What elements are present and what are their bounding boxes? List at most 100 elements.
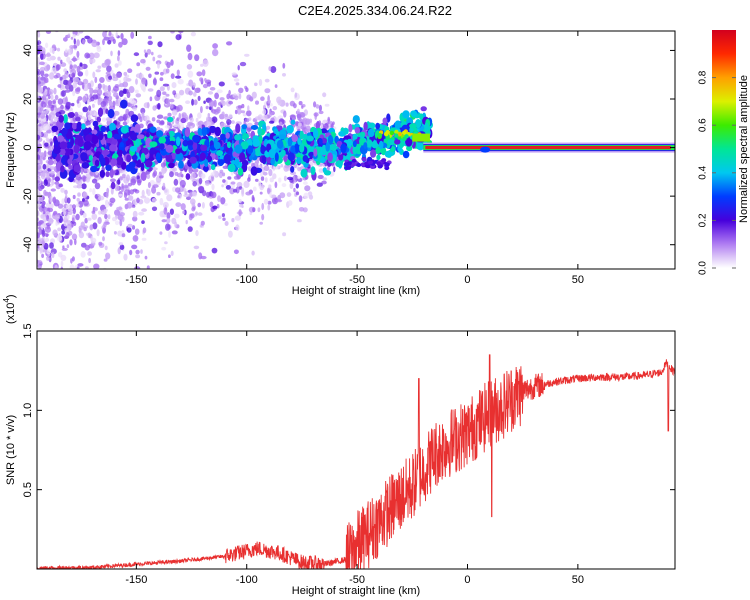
signal-cell bbox=[185, 173, 191, 180]
noise-cell bbox=[102, 23, 107, 30]
noise-cell bbox=[83, 227, 87, 232]
noise-cell bbox=[297, 122, 302, 127]
noise-cell bbox=[200, 220, 205, 226]
y-scale-close: ) bbox=[5, 294, 17, 298]
signal-cell bbox=[363, 142, 368, 149]
noise-cell bbox=[37, 260, 43, 265]
noise-cell bbox=[37, 210, 40, 217]
noise-cell bbox=[264, 78, 270, 83]
signal-cell bbox=[165, 153, 173, 163]
noise-cell bbox=[44, 191, 50, 197]
noise-cell bbox=[211, 247, 218, 254]
noise-cell bbox=[216, 106, 221, 114]
noise-cell bbox=[112, 100, 116, 108]
signal-cell bbox=[296, 157, 302, 164]
signal-cell bbox=[109, 144, 117, 152]
signal-cell bbox=[240, 141, 249, 150]
noise-cell bbox=[167, 112, 172, 117]
noise-cell bbox=[70, 102, 75, 107]
noise-cell bbox=[51, 13, 54, 19]
noise-cell bbox=[168, 254, 171, 258]
noise-cell bbox=[159, 197, 164, 206]
noise-cell bbox=[97, 83, 102, 90]
signal-cell bbox=[313, 148, 318, 157]
signal-cell bbox=[78, 138, 84, 147]
noise-cell bbox=[305, 125, 311, 132]
noise-cell bbox=[184, 191, 188, 195]
noise-cell bbox=[69, 45, 75, 49]
noise-cell bbox=[47, 148, 52, 152]
noise-cell bbox=[237, 198, 242, 204]
noise-cell bbox=[72, 194, 76, 200]
noise-cell bbox=[88, 52, 95, 60]
noise-cell bbox=[197, 185, 205, 192]
signal-cell bbox=[242, 133, 249, 141]
noise-cell bbox=[52, 4, 56, 10]
noise-cell bbox=[41, 47, 46, 55]
signal-cell bbox=[283, 155, 288, 163]
noise-cell bbox=[130, 103, 135, 108]
signal-cell bbox=[424, 122, 429, 132]
noise-cell bbox=[143, 197, 151, 204]
signal-cell bbox=[250, 125, 259, 130]
noise-cell bbox=[130, 178, 136, 186]
noise-cell bbox=[82, 96, 87, 103]
noise-cell bbox=[162, 201, 169, 209]
noise-cell bbox=[41, 201, 46, 206]
signal-cell bbox=[370, 149, 377, 158]
signal-cell bbox=[110, 181, 116, 190]
noise-cell bbox=[67, 48, 73, 56]
noise-cell bbox=[313, 101, 317, 108]
noise-cell bbox=[228, 230, 233, 238]
signal-cell bbox=[306, 135, 314, 142]
noise-cell bbox=[135, 254, 141, 259]
noise-cell bbox=[73, 221, 77, 226]
noise-cell bbox=[207, 91, 214, 95]
noise-cell bbox=[126, 201, 133, 209]
colorbar-scale bbox=[712, 30, 736, 268]
noise-cell bbox=[283, 164, 289, 172]
noise-cell bbox=[56, 47, 61, 52]
noise-cell bbox=[108, 75, 113, 80]
noise-cell bbox=[157, 62, 160, 69]
noise-cell bbox=[96, 318, 99, 323]
noise-cell bbox=[209, 201, 214, 208]
noise-cell bbox=[257, 207, 261, 213]
signal-cell bbox=[290, 119, 296, 125]
noise-cell bbox=[81, 306, 87, 313]
noise-cell bbox=[53, 75, 59, 79]
signal-cell bbox=[158, 136, 166, 144]
signal-cell bbox=[149, 147, 157, 155]
noise-cell bbox=[37, 160, 41, 164]
noise-cell bbox=[210, 191, 217, 199]
noise-cell bbox=[125, 174, 131, 182]
noise-cell bbox=[204, 78, 207, 82]
noise-cell bbox=[93, 52, 100, 59]
noise-cell bbox=[41, 240, 45, 247]
signal-cell bbox=[366, 139, 373, 148]
noise-cell bbox=[247, 177, 251, 182]
noise-cell bbox=[112, 85, 119, 92]
noise-cell bbox=[269, 192, 272, 198]
noise-cell bbox=[38, 273, 43, 279]
noise-cell bbox=[57, 84, 63, 88]
noise-cell bbox=[194, 54, 200, 62]
noise-cell bbox=[170, 31, 175, 34]
signal-cell bbox=[155, 152, 161, 162]
signal-cell bbox=[419, 113, 424, 120]
noise-cell bbox=[235, 224, 240, 231]
noise-cell bbox=[159, 120, 165, 125]
signal-cell bbox=[90, 165, 98, 173]
signal-cell bbox=[63, 114, 68, 124]
noise-cell bbox=[105, 71, 111, 75]
noise-cell bbox=[153, 17, 156, 20]
signal-cell bbox=[76, 121, 82, 132]
noise-cell bbox=[169, 98, 175, 103]
noise-cell bbox=[60, 187, 65, 193]
noise-cell bbox=[149, 96, 153, 102]
noise-cell bbox=[43, 77, 49, 84]
noise-cell bbox=[287, 176, 294, 181]
noise-cell bbox=[104, 245, 108, 251]
noise-cell bbox=[300, 112, 306, 117]
noise-cell bbox=[323, 123, 329, 130]
